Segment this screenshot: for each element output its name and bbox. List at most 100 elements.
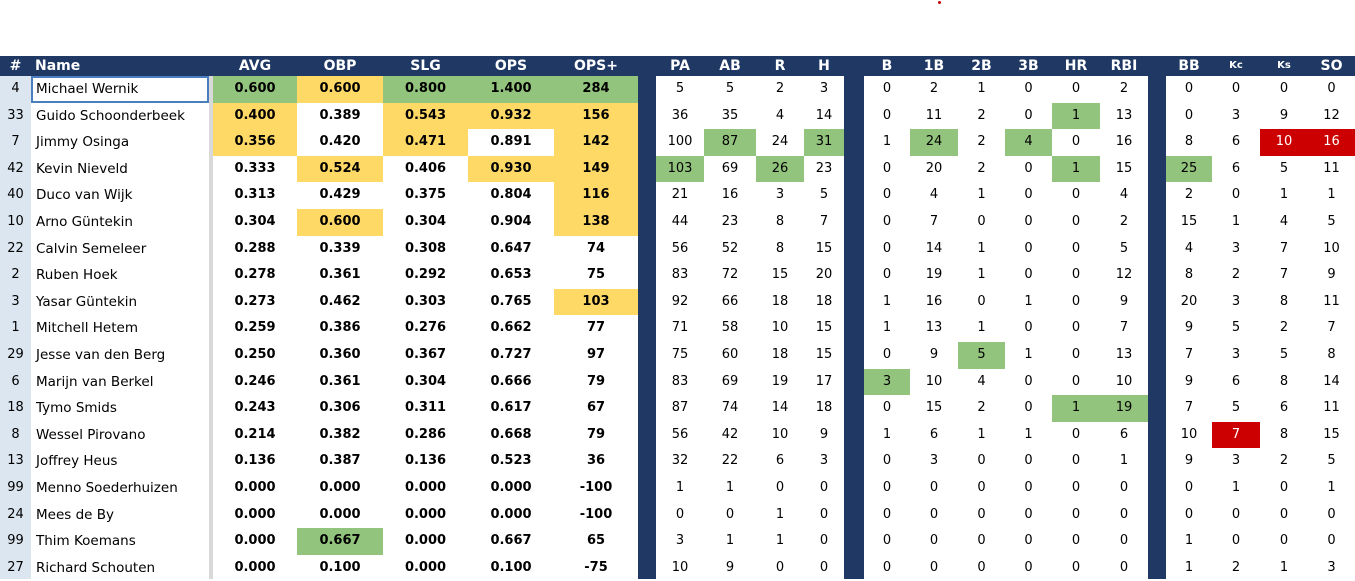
cell-b2[interactable]: 0 <box>977 293 986 309</box>
cell-b[interactable]: 0 <box>882 240 892 256</box>
cell-kc[interactable]: 6 <box>1231 160 1241 176</box>
cell-so[interactable]: 0 <box>1327 81 1336 96</box>
cell-hr[interactable]: 0 <box>1071 134 1081 150</box>
cell-hr[interactable]: 0 <box>1071 426 1081 442</box>
cell-name[interactable]: Michael Wernik <box>36 81 139 97</box>
cell-kc[interactable]: 2 <box>1231 559 1241 575</box>
cell-num[interactable]: 10 <box>7 214 24 229</box>
cell-obp[interactable]: 0.667 <box>297 528 383 555</box>
cell-rbi[interactable]: 15 <box>1115 160 1133 176</box>
cell-r[interactable]: 15 <box>771 267 789 283</box>
cell-obp[interactable]: 0.361 <box>319 267 361 283</box>
cell-opsp[interactable]: 79 <box>586 426 606 442</box>
cell-rbi[interactable]: 16 <box>1115 134 1133 150</box>
cell-ks[interactable]: 5 <box>1279 160 1289 176</box>
cell-rbi[interactable]: 13 <box>1115 107 1133 123</box>
cell-name[interactable]: Mitchell Hetem <box>36 320 138 337</box>
cell-ops[interactable]: 0.100 <box>490 559 532 575</box>
cell-num[interactable]: 27 <box>7 559 24 575</box>
cell-slg[interactable]: 0.304 <box>404 373 447 389</box>
cell-num[interactable]: 2 <box>11 267 20 283</box>
cell-b1[interactable]: 19 <box>925 267 943 283</box>
cell-b1[interactable]: 6 <box>929 426 939 442</box>
cell-ks[interactable]: 2 <box>1279 453 1289 469</box>
cell-b2[interactable]: 1 <box>977 320 986 336</box>
cell-name[interactable]: Mees de By <box>36 506 115 523</box>
cell-b3[interactable]: 4 <box>1005 129 1052 156</box>
cell-name[interactable]: Menno Soederhuizen <box>36 480 178 496</box>
cell-so[interactable]: 0 <box>1327 506 1336 522</box>
cell-name[interactable]: Duco van Wijk <box>36 187 133 204</box>
cell-slg[interactable]: 0.800 <box>383 76 468 103</box>
cell-kc[interactable]: 6 <box>1231 134 1241 150</box>
cell-b[interactable]: 1 <box>882 134 892 150</box>
cell-kc[interactable]: 3 <box>1231 293 1241 309</box>
cell-slg[interactable]: 0.406 <box>404 160 447 176</box>
cell-rbi[interactable]: 0 <box>1119 480 1129 495</box>
cell-kc[interactable]: 0 <box>1231 506 1241 522</box>
cell-b[interactable]: 0 <box>882 506 892 522</box>
cell-r[interactable]: 0 <box>775 559 785 575</box>
cell-ops[interactable]: 0.668 <box>490 426 532 442</box>
cell-obp[interactable]: 0.306 <box>319 400 361 416</box>
cell-rbi[interactable]: 13 <box>1115 347 1133 362</box>
cell-pa[interactable]: 56 <box>671 426 689 442</box>
cell-opsp[interactable]: 97 <box>586 347 606 362</box>
cell-b1[interactable]: 0 <box>929 506 939 522</box>
cell-kc[interactable]: 3 <box>1231 453 1241 469</box>
cell-num[interactable]: 22 <box>7 240 24 256</box>
cell-ops[interactable]: 0.932 <box>468 102 554 130</box>
cell-r[interactable]: 8 <box>775 214 785 229</box>
header-ks[interactable]: Ks <box>1277 60 1291 71</box>
cell-rbi[interactable]: 10 <box>1115 373 1133 389</box>
cell-slg[interactable]: 0.276 <box>404 320 447 336</box>
cell-so[interactable]: 1 <box>1327 187 1336 203</box>
cell-h[interactable]: 7 <box>819 214 829 229</box>
header-so[interactable]: SO <box>1320 58 1343 74</box>
header-h[interactable]: H <box>818 58 830 74</box>
header-b[interactable]: B <box>881 58 893 74</box>
header-rbi[interactable]: RBI <box>1110 58 1138 74</box>
cell-avg[interactable]: 0.136 <box>234 453 276 469</box>
cell-b1[interactable]: 0 <box>929 480 939 495</box>
cell-kc[interactable]: 3 <box>1231 240 1241 256</box>
cell-ops[interactable]: 0.667 <box>490 533 532 549</box>
header-num[interactable]: # <box>9 58 22 74</box>
cell-b[interactable]: 3 <box>864 368 910 396</box>
cell-ks[interactable]: 0 <box>1279 480 1289 495</box>
cell-hr[interactable]: 0 <box>1071 267 1081 283</box>
cell-bb[interactable]: 0 <box>1184 81 1194 96</box>
cell-avg[interactable]: 0.000 <box>234 559 276 575</box>
cell-b3[interactable]: 0 <box>1024 320 1033 336</box>
header-b2[interactable]: 2B <box>971 58 992 74</box>
cell-h[interactable]: 18 <box>815 293 833 309</box>
cell-rbi[interactable]: 5 <box>1119 240 1129 256</box>
cell-b1[interactable]: 24 <box>910 129 958 156</box>
cell-rbi[interactable]: 7 <box>1119 320 1129 336</box>
cell-b1[interactable]: 15 <box>925 400 943 416</box>
cell-avg[interactable]: 0.278 <box>234 267 276 283</box>
cell-b[interactable]: 0 <box>882 347 892 362</box>
cell-ks[interactable]: 6 <box>1279 400 1289 416</box>
cell-ops[interactable]: 0.617 <box>490 400 532 416</box>
cell-h[interactable]: 5 <box>819 187 829 203</box>
cell-obp[interactable]: 0.600 <box>297 76 383 103</box>
cell-h[interactable]: 17 <box>815 373 833 389</box>
cell-pa[interactable]: 5 <box>675 81 685 96</box>
cell-rbi[interactable]: 2 <box>1119 81 1129 96</box>
cell-hr[interactable]: 0 <box>1071 347 1081 362</box>
cell-pa[interactable]: 10 <box>671 559 689 575</box>
cell-h[interactable]: 23 <box>815 160 833 176</box>
cell-bb[interactable]: 7 <box>1184 347 1194 362</box>
cell-h[interactable]: 9 <box>819 426 829 442</box>
cell-b3[interactable]: 0 <box>1024 240 1033 256</box>
cell-name[interactable]: Wessel Pirovano <box>36 426 146 443</box>
cell-bb[interactable]: 7 <box>1184 400 1194 416</box>
cell-bb[interactable]: 20 <box>1180 293 1198 309</box>
cell-slg[interactable]: 0.000 <box>404 480 447 495</box>
cell-rbi[interactable]: 2 <box>1119 214 1129 229</box>
cell-so[interactable]: 0 <box>1327 533 1336 549</box>
cell-obp[interactable]: 0.524 <box>297 155 383 183</box>
cell-b3[interactable]: 0 <box>1024 160 1033 176</box>
cell-b[interactable]: 0 <box>882 400 892 416</box>
